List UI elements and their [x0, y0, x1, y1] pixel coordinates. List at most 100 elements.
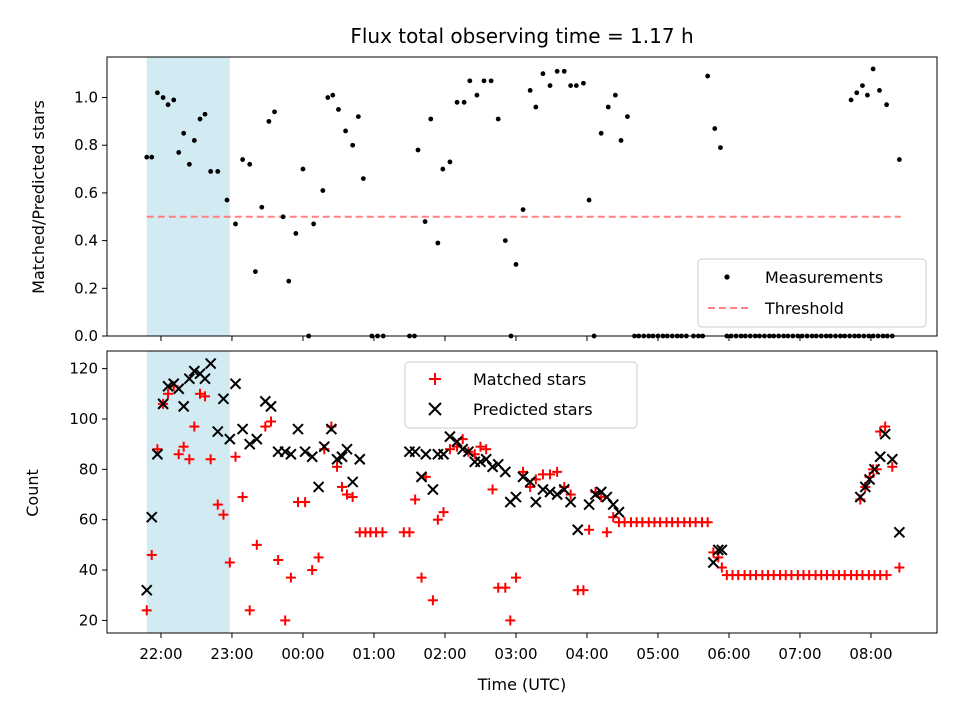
measurement-point: [171, 97, 177, 103]
matched-star-point: [266, 416, 277, 427]
predicted-star-b: [285, 448, 297, 460]
predicted-star-b: [874, 451, 886, 463]
predicted-star-point: [244, 438, 256, 450]
matched-star-point: [887, 461, 898, 472]
legend-measurements-label: Measurements: [765, 268, 883, 287]
predicted-star-point: [524, 476, 536, 488]
predicted-star-point: [157, 398, 169, 410]
predicted-star-point: [486, 461, 499, 473]
count-y-ticks: 20 40 60 80 100 120: [69, 360, 107, 629]
measurement-point: [860, 83, 865, 89]
predicted-star-point: [613, 506, 625, 518]
count-x-ticks: 22:00 23:00 00:00 01:00 02:00 03:00 04:00 05:00…: [139, 633, 893, 663]
predicted-star-b: [236, 423, 249, 435]
predicted-star-point: [212, 425, 224, 438]
predicted-star-point: [236, 423, 249, 435]
predicted-star-b: [279, 446, 291, 458]
predicted-star-point: [306, 451, 318, 463]
y-tick-label: 0.4: [74, 232, 98, 250]
x-axis-label: Time (UTC): [477, 675, 566, 694]
measurement-point: [581, 80, 586, 86]
predicted-star-point: [451, 435, 463, 448]
ratio-y-ticks: 0.0 0.2 0.4 0.6 0.8 1.0: [74, 89, 107, 345]
measurement-point: [280, 214, 286, 220]
predicted-star-b: [492, 458, 504, 471]
measurement-point: [208, 169, 214, 174]
measurement-point: [520, 207, 526, 213]
x-tick-label: 08:00: [849, 645, 892, 663]
predicted-star-point: [224, 433, 236, 445]
measurement-point: [854, 90, 860, 96]
chart-title: Flux total observing time = 1.17 h: [350, 24, 693, 48]
measurement-point: [415, 147, 421, 153]
predicted-star-b: [863, 473, 876, 486]
y-tick-label: 0.8: [74, 136, 98, 154]
measurement-point: [618, 138, 624, 143]
measurement-point: [336, 107, 341, 112]
predicted-star-point: [854, 491, 867, 503]
matched-star-point: [716, 562, 727, 573]
predicted-star-b: [420, 448, 432, 460]
y-tick-label: 100: [69, 410, 98, 428]
measurement-point: [311, 221, 317, 227]
predicted-star-b: [427, 483, 439, 496]
predicted-star-b: [886, 453, 898, 465]
measurement-point: [197, 116, 203, 122]
predicted-star-point: [607, 498, 619, 511]
measurement-point: [718, 145, 723, 151]
predicted-star-b: [437, 448, 450, 460]
predicted-star-b: [259, 395, 272, 408]
predicted-star-point: [312, 481, 325, 493]
legend-predicted-label: Predicted stars: [473, 400, 593, 419]
predicted-star-point: [146, 511, 158, 523]
y-tick-label: 40: [79, 561, 98, 579]
matched-star-point: [500, 582, 511, 593]
count-axes-frame: [106, 350, 938, 634]
predicted-star-point: [217, 393, 230, 405]
predicted-star-point: [544, 486, 556, 498]
ratio-legend-box: [697, 258, 927, 328]
measurement-point: [286, 278, 292, 284]
predicted-star-b: [409, 446, 421, 458]
predicted-star-b: [325, 423, 338, 435]
measurement-point: [568, 83, 574, 89]
predicted-star-point: [318, 440, 330, 453]
x-tick-label: 02:00: [423, 645, 466, 663]
predicted-star-point: [537, 483, 549, 496]
ratio-axes-frame: [106, 56, 938, 337]
predicted-star-b: [292, 423, 304, 435]
matched-star-point: [584, 524, 595, 535]
count-panel: 22:00 23:00 00:00 01:00 02:00 03:00 04:00 05:00…: [23, 350, 938, 694]
x-tick-label: 00:00: [281, 645, 324, 663]
predicted-star-b: [199, 372, 211, 385]
predicted-star-b: [499, 466, 512, 478]
measurement-point: [561, 68, 567, 74]
predicted-star-b: [312, 481, 325, 493]
matched-star-point: [237, 492, 248, 503]
matched-star-point: [552, 466, 563, 477]
measurement-point: [461, 99, 467, 105]
predicted-star-b: [716, 544, 728, 556]
measurement-point: [488, 78, 494, 84]
measurement-point: [343, 128, 348, 134]
predicted-star-b: [462, 446, 475, 458]
matched-star-point: [146, 549, 157, 560]
predicted-star-b: [162, 380, 174, 392]
predicted-star-point: [341, 443, 353, 455]
measurement-point: [428, 116, 434, 122]
predicted-star-point: [868, 463, 881, 476]
predicted-star-b: [151, 448, 164, 460]
matched-star-point: [481, 444, 492, 455]
predicted-star-b: [157, 398, 169, 410]
predicted-star-point: [886, 453, 898, 465]
matched-star-point: [230, 451, 241, 462]
x-tick-label: 07:00: [778, 645, 821, 663]
predicted-star-point: [572, 524, 584, 536]
predicted-star-point: [204, 357, 217, 370]
predicted-star-b: [318, 440, 330, 453]
predicted-star-point: [583, 498, 595, 511]
matched-star-point: [260, 421, 271, 432]
matched-star-point: [337, 481, 348, 492]
measurement-point: [186, 161, 192, 167]
